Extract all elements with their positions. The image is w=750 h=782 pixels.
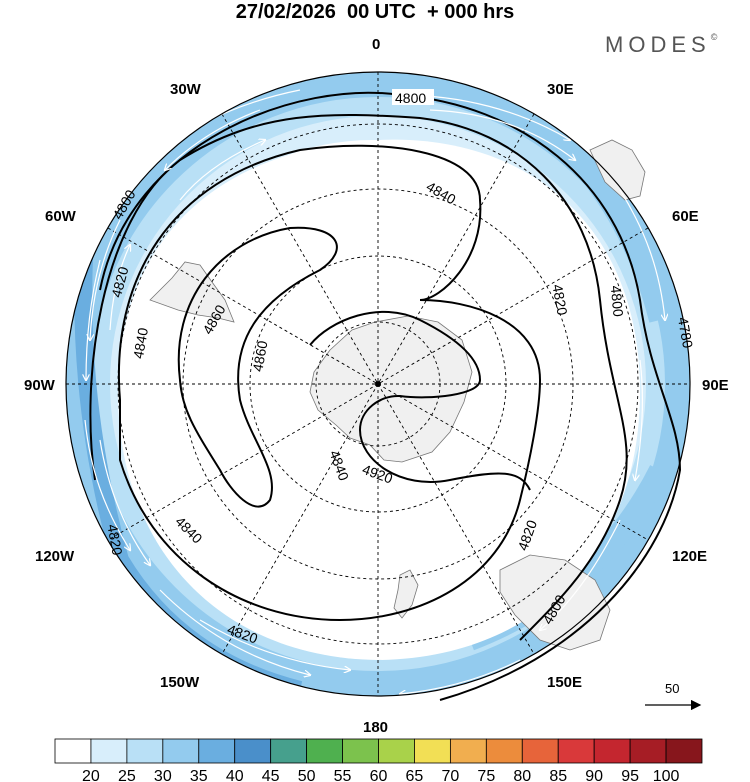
colorbar-swatch <box>629 738 667 764</box>
contour-label: 4860 <box>249 339 270 373</box>
colorbar-tick-label: 35 <box>190 768 208 782</box>
colorbar: 20 25 30 35 40 45 50 55 60 65 70 75 80 85 90 95 100 <box>54 738 703 782</box>
reference-vector: 50 <box>645 681 702 711</box>
contour-4840-ring <box>118 144 542 622</box>
colorbar-tick-label: 80 <box>513 768 531 782</box>
pole-marker <box>375 381 381 387</box>
colorbar-swatch <box>126 738 164 764</box>
lon-label-150w: 150W <box>160 674 200 691</box>
colorbar-swatch <box>593 738 631 764</box>
lon-label-150e: 150E <box>547 674 582 691</box>
colorbar-swatch <box>414 738 451 764</box>
colorbar-tick-label: 40 <box>226 768 244 782</box>
south-america <box>149 261 235 323</box>
contour-label: 4820 <box>549 283 570 317</box>
contour-label: 4840 <box>130 326 151 360</box>
colorbar-tick-label: 95 <box>621 768 639 782</box>
lon-label-90w: 90W <box>24 377 56 394</box>
colorbar-swatch <box>162 738 200 764</box>
contour-label: 4820 <box>104 523 125 557</box>
height-contours <box>89 91 682 701</box>
colorbar-tick-label: 45 <box>262 768 280 782</box>
colorbar-tick-label: 30 <box>154 768 172 782</box>
longitude-labels: 0 180 90W 90E 30W 60W 30E 60E 120W 150W … <box>24 36 729 736</box>
colorbar-swatch <box>485 738 523 764</box>
vector-scale-label: 50 <box>665 681 679 696</box>
colorbar-tick-label: 25 <box>118 768 136 782</box>
lon-label-0: 0 <box>372 36 380 53</box>
contour-4920 <box>309 310 531 491</box>
colorbar-swatch <box>557 738 595 764</box>
lon-label-60e: 60E <box>672 208 699 225</box>
contour-label: 4820 <box>108 265 132 299</box>
colorbar-swatch <box>449 738 487 764</box>
colorbar-tick-label: 60 <box>370 768 388 782</box>
lon-label-60w: 60W <box>45 208 77 225</box>
lon-label-90e: 90E <box>702 377 729 394</box>
lon-label-120e: 120E <box>672 548 707 565</box>
colorbar-tick-label: 100 <box>653 768 680 782</box>
colorbar-tick-label: 55 <box>334 768 352 782</box>
contour-label: 4800 <box>608 285 627 318</box>
lon-label-180: 180 <box>363 719 388 736</box>
copyright-mark: © <box>710 32 718 42</box>
modes-logo: MODES© <box>605 32 717 58</box>
colorbar-tick-label: 85 <box>549 768 567 782</box>
contour-label: 4800 <box>395 90 426 106</box>
africa <box>589 139 646 201</box>
colorbar-tick-label: 90 <box>585 768 603 782</box>
lon-label-30e: 30E <box>547 81 574 98</box>
colorbar-swatch <box>198 738 236 764</box>
map-title: 27/02/2026 00 UTC + 000 hrs <box>235 1 515 23</box>
lon-label-120w: 120W <box>35 548 75 565</box>
colorbar-swatch <box>342 738 379 764</box>
colorbar-swatch <box>378 738 415 764</box>
colorbar-tick-label: 70 <box>441 768 459 782</box>
colorbar-tick-label: 50 <box>298 768 316 782</box>
colorbar-swatch <box>234 738 272 764</box>
colorbar-swatch <box>521 738 559 764</box>
contour-4860-left <box>177 226 338 508</box>
colorbar-swatch <box>54 738 92 764</box>
colorbar-swatch <box>90 738 128 764</box>
colorbar-tick-label: 65 <box>406 768 424 782</box>
colorbar-tick-label: 75 <box>477 768 495 782</box>
colorbar-tick-label: 20 <box>82 768 100 782</box>
colorbar-swatch <box>665 738 703 764</box>
contour-4820 <box>89 114 628 641</box>
contour-label: 4780 <box>675 316 696 350</box>
colorbar-swatch <box>306 738 343 764</box>
map-border <box>65 71 691 697</box>
colorbar-swatch <box>270 738 308 764</box>
brand-text: MODES <box>605 32 711 57</box>
contour-4800-outer <box>99 91 682 701</box>
lon-label-30w: 30W <box>170 81 202 98</box>
wind-vectors <box>85 89 665 694</box>
